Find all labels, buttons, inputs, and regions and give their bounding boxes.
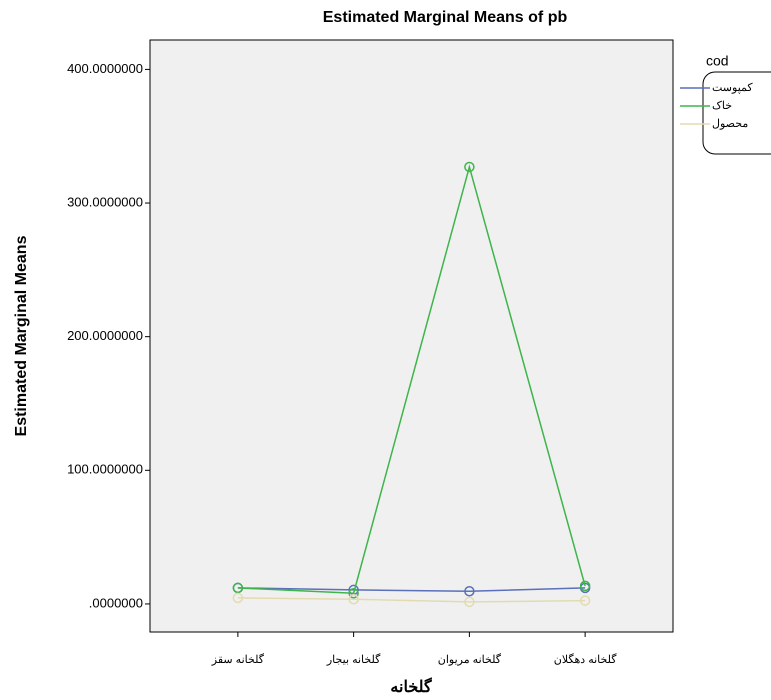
y-tick-label: 300.0000000 [67, 194, 143, 209]
y-tick-label: 100.0000000 [67, 462, 143, 477]
series-line [237, 164, 586, 595]
point-marker [232, 582, 244, 594]
x-axis-title: گلخانه [390, 677, 432, 696]
point-marker [464, 585, 475, 597]
chart-title: Estimated Marginal Means of pb [323, 9, 568, 26]
point-marker [348, 594, 359, 605]
y-tick-label: 200.0000000 [67, 328, 143, 343]
legend-label: خاک [712, 100, 732, 112]
y-axis-title: Estimated Marginal Means [13, 235, 30, 436]
point-marker [579, 595, 591, 606]
point-marker [232, 592, 244, 604]
point-marker [464, 161, 475, 173]
y-tick-label: 400.0000000 [67, 61, 143, 76]
series-line [237, 597, 586, 603]
point-marker [464, 596, 475, 608]
point-marker [348, 587, 359, 599]
legend-label: کمپوست [712, 82, 753, 94]
x-tick-label: گلخانه دهگلان [554, 653, 618, 666]
y-tick-label: .0000000 [89, 595, 143, 610]
x-tick-label: گلخانه بیجار [326, 653, 381, 666]
legend-title: cod [706, 53, 729, 69]
x-tick-label: گلخانه سقز [211, 653, 265, 666]
legend-label: محصول [712, 118, 748, 130]
point-marker [579, 580, 591, 592]
legend-box [702, 71, 771, 155]
plot-area [149, 39, 674, 633]
series-line [237, 587, 586, 592]
x-tick-label: گلخانه مریوان [438, 653, 502, 666]
